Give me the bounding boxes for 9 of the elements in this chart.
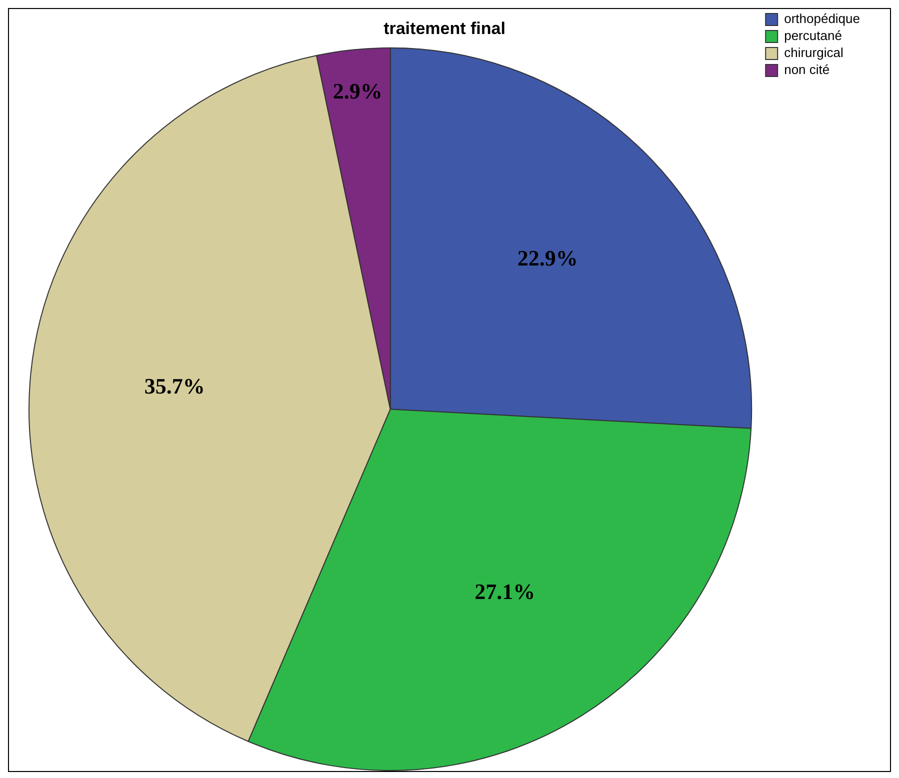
legend-label: orthopédique xyxy=(784,11,860,26)
legend-label: non cité xyxy=(784,62,830,78)
chart-title: traitement final xyxy=(384,18,506,38)
data-label: 22.9% xyxy=(517,246,578,271)
legend-label: chirurgical xyxy=(784,45,844,60)
data-label: 27.1% xyxy=(474,578,536,604)
legend-label: percutané xyxy=(784,28,842,44)
data-label: 35.7% xyxy=(144,373,205,398)
data-label: 2.9% xyxy=(332,78,382,104)
